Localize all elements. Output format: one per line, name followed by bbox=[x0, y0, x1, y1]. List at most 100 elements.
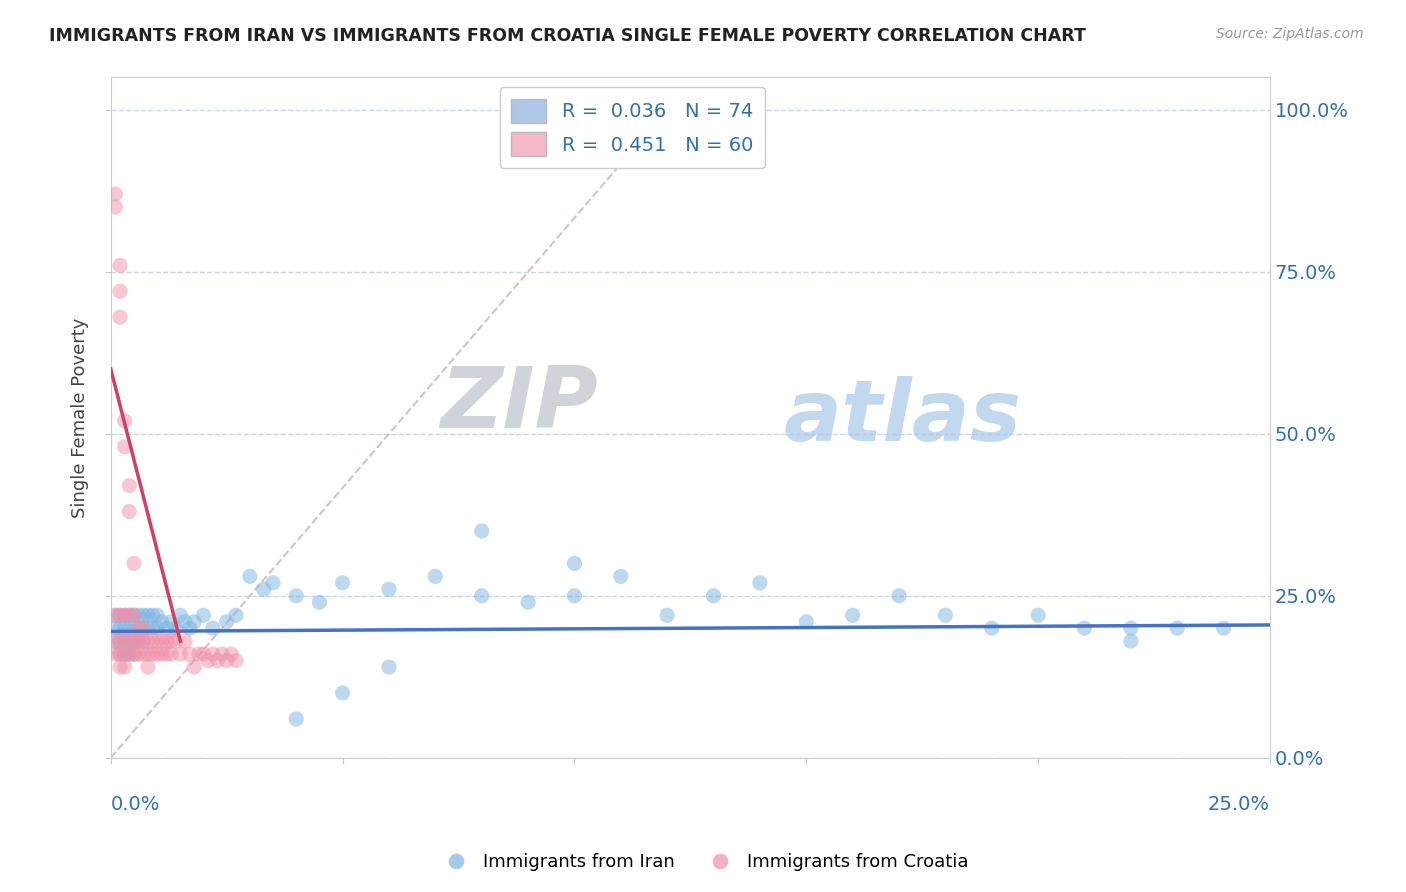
Point bbox=[118, 608, 141, 623]
Point bbox=[132, 634, 155, 648]
Point bbox=[108, 647, 131, 661]
Text: IMMIGRANTS FROM IRAN VS IMMIGRANTS FROM CROATIA SINGLE FEMALE POVERTY CORRELATIO: IMMIGRANTS FROM IRAN VS IMMIGRANTS FROM … bbox=[49, 27, 1085, 45]
Point bbox=[114, 608, 136, 623]
Point bbox=[183, 615, 205, 629]
Point bbox=[221, 647, 243, 661]
Point bbox=[118, 634, 141, 648]
Point bbox=[108, 310, 131, 325]
Point bbox=[285, 712, 308, 726]
Point bbox=[150, 634, 173, 648]
Point bbox=[141, 621, 163, 635]
Point bbox=[136, 608, 159, 623]
Point bbox=[128, 608, 150, 623]
Point bbox=[285, 589, 308, 603]
Point bbox=[122, 557, 145, 571]
Point bbox=[169, 608, 191, 623]
Point bbox=[108, 660, 131, 674]
Point bbox=[1026, 608, 1049, 623]
Text: 25.0%: 25.0% bbox=[1208, 795, 1270, 814]
Point bbox=[155, 634, 177, 648]
Point bbox=[201, 621, 224, 635]
Point bbox=[471, 589, 494, 603]
Point bbox=[108, 608, 131, 623]
Point bbox=[197, 654, 219, 668]
Point bbox=[122, 634, 145, 648]
Point bbox=[108, 621, 131, 635]
Point bbox=[118, 647, 141, 661]
Point bbox=[104, 647, 127, 661]
Point bbox=[169, 647, 191, 661]
Point bbox=[132, 608, 155, 623]
Point bbox=[146, 621, 169, 635]
Point bbox=[118, 621, 141, 635]
Point bbox=[160, 634, 183, 648]
Point bbox=[1119, 634, 1142, 648]
Point bbox=[108, 608, 131, 623]
Text: atlas: atlas bbox=[783, 376, 1021, 459]
Point bbox=[132, 634, 155, 648]
Point bbox=[215, 654, 238, 668]
Legend: Immigrants from Iran, Immigrants from Croatia: Immigrants from Iran, Immigrants from Cr… bbox=[430, 847, 976, 879]
Point bbox=[104, 634, 127, 648]
Point bbox=[610, 569, 633, 583]
Point bbox=[136, 660, 159, 674]
Point bbox=[1119, 621, 1142, 635]
Point bbox=[187, 647, 209, 661]
Point bbox=[193, 647, 215, 661]
Point bbox=[1166, 621, 1188, 635]
Point bbox=[165, 621, 187, 635]
Point bbox=[225, 654, 247, 668]
Point bbox=[239, 569, 262, 583]
Point bbox=[1073, 621, 1095, 635]
Point bbox=[141, 647, 163, 661]
Point bbox=[174, 615, 197, 629]
Point bbox=[114, 414, 136, 428]
Point bbox=[114, 660, 136, 674]
Point bbox=[128, 634, 150, 648]
Point bbox=[934, 608, 956, 623]
Point bbox=[794, 615, 817, 629]
Point bbox=[155, 647, 177, 661]
Point bbox=[207, 654, 229, 668]
Point bbox=[128, 647, 150, 661]
Point bbox=[118, 634, 141, 648]
Text: ZIP: ZIP bbox=[440, 362, 598, 445]
Point bbox=[141, 608, 163, 623]
Point bbox=[122, 647, 145, 661]
Point bbox=[183, 660, 205, 674]
Point bbox=[1212, 621, 1234, 635]
Point bbox=[253, 582, 276, 597]
Point bbox=[122, 634, 145, 648]
Point bbox=[104, 621, 127, 635]
Point bbox=[118, 478, 141, 492]
Point bbox=[104, 200, 127, 214]
Point bbox=[114, 608, 136, 623]
Point bbox=[108, 634, 131, 648]
Point bbox=[193, 608, 215, 623]
Point bbox=[179, 621, 201, 635]
Point bbox=[980, 621, 1002, 635]
Point bbox=[104, 187, 127, 202]
Text: 0.0%: 0.0% bbox=[111, 795, 160, 814]
Legend: R =  0.036   N = 74, R =  0.451   N = 60: R = 0.036 N = 74, R = 0.451 N = 60 bbox=[499, 87, 765, 168]
Point bbox=[114, 440, 136, 454]
Point bbox=[887, 589, 910, 603]
Point bbox=[118, 608, 141, 623]
Point bbox=[165, 634, 187, 648]
Point bbox=[160, 647, 183, 661]
Point bbox=[104, 608, 127, 623]
Point bbox=[155, 621, 177, 635]
Point bbox=[425, 569, 447, 583]
Point bbox=[108, 647, 131, 661]
Point bbox=[179, 647, 201, 661]
Point bbox=[564, 557, 586, 571]
Text: Source: ZipAtlas.com: Source: ZipAtlas.com bbox=[1216, 27, 1364, 41]
Point bbox=[132, 647, 155, 661]
Point bbox=[132, 621, 155, 635]
Point bbox=[114, 647, 136, 661]
Point bbox=[308, 595, 330, 609]
Point bbox=[215, 615, 238, 629]
Point bbox=[108, 258, 131, 272]
Point bbox=[262, 575, 284, 590]
Point bbox=[136, 634, 159, 648]
